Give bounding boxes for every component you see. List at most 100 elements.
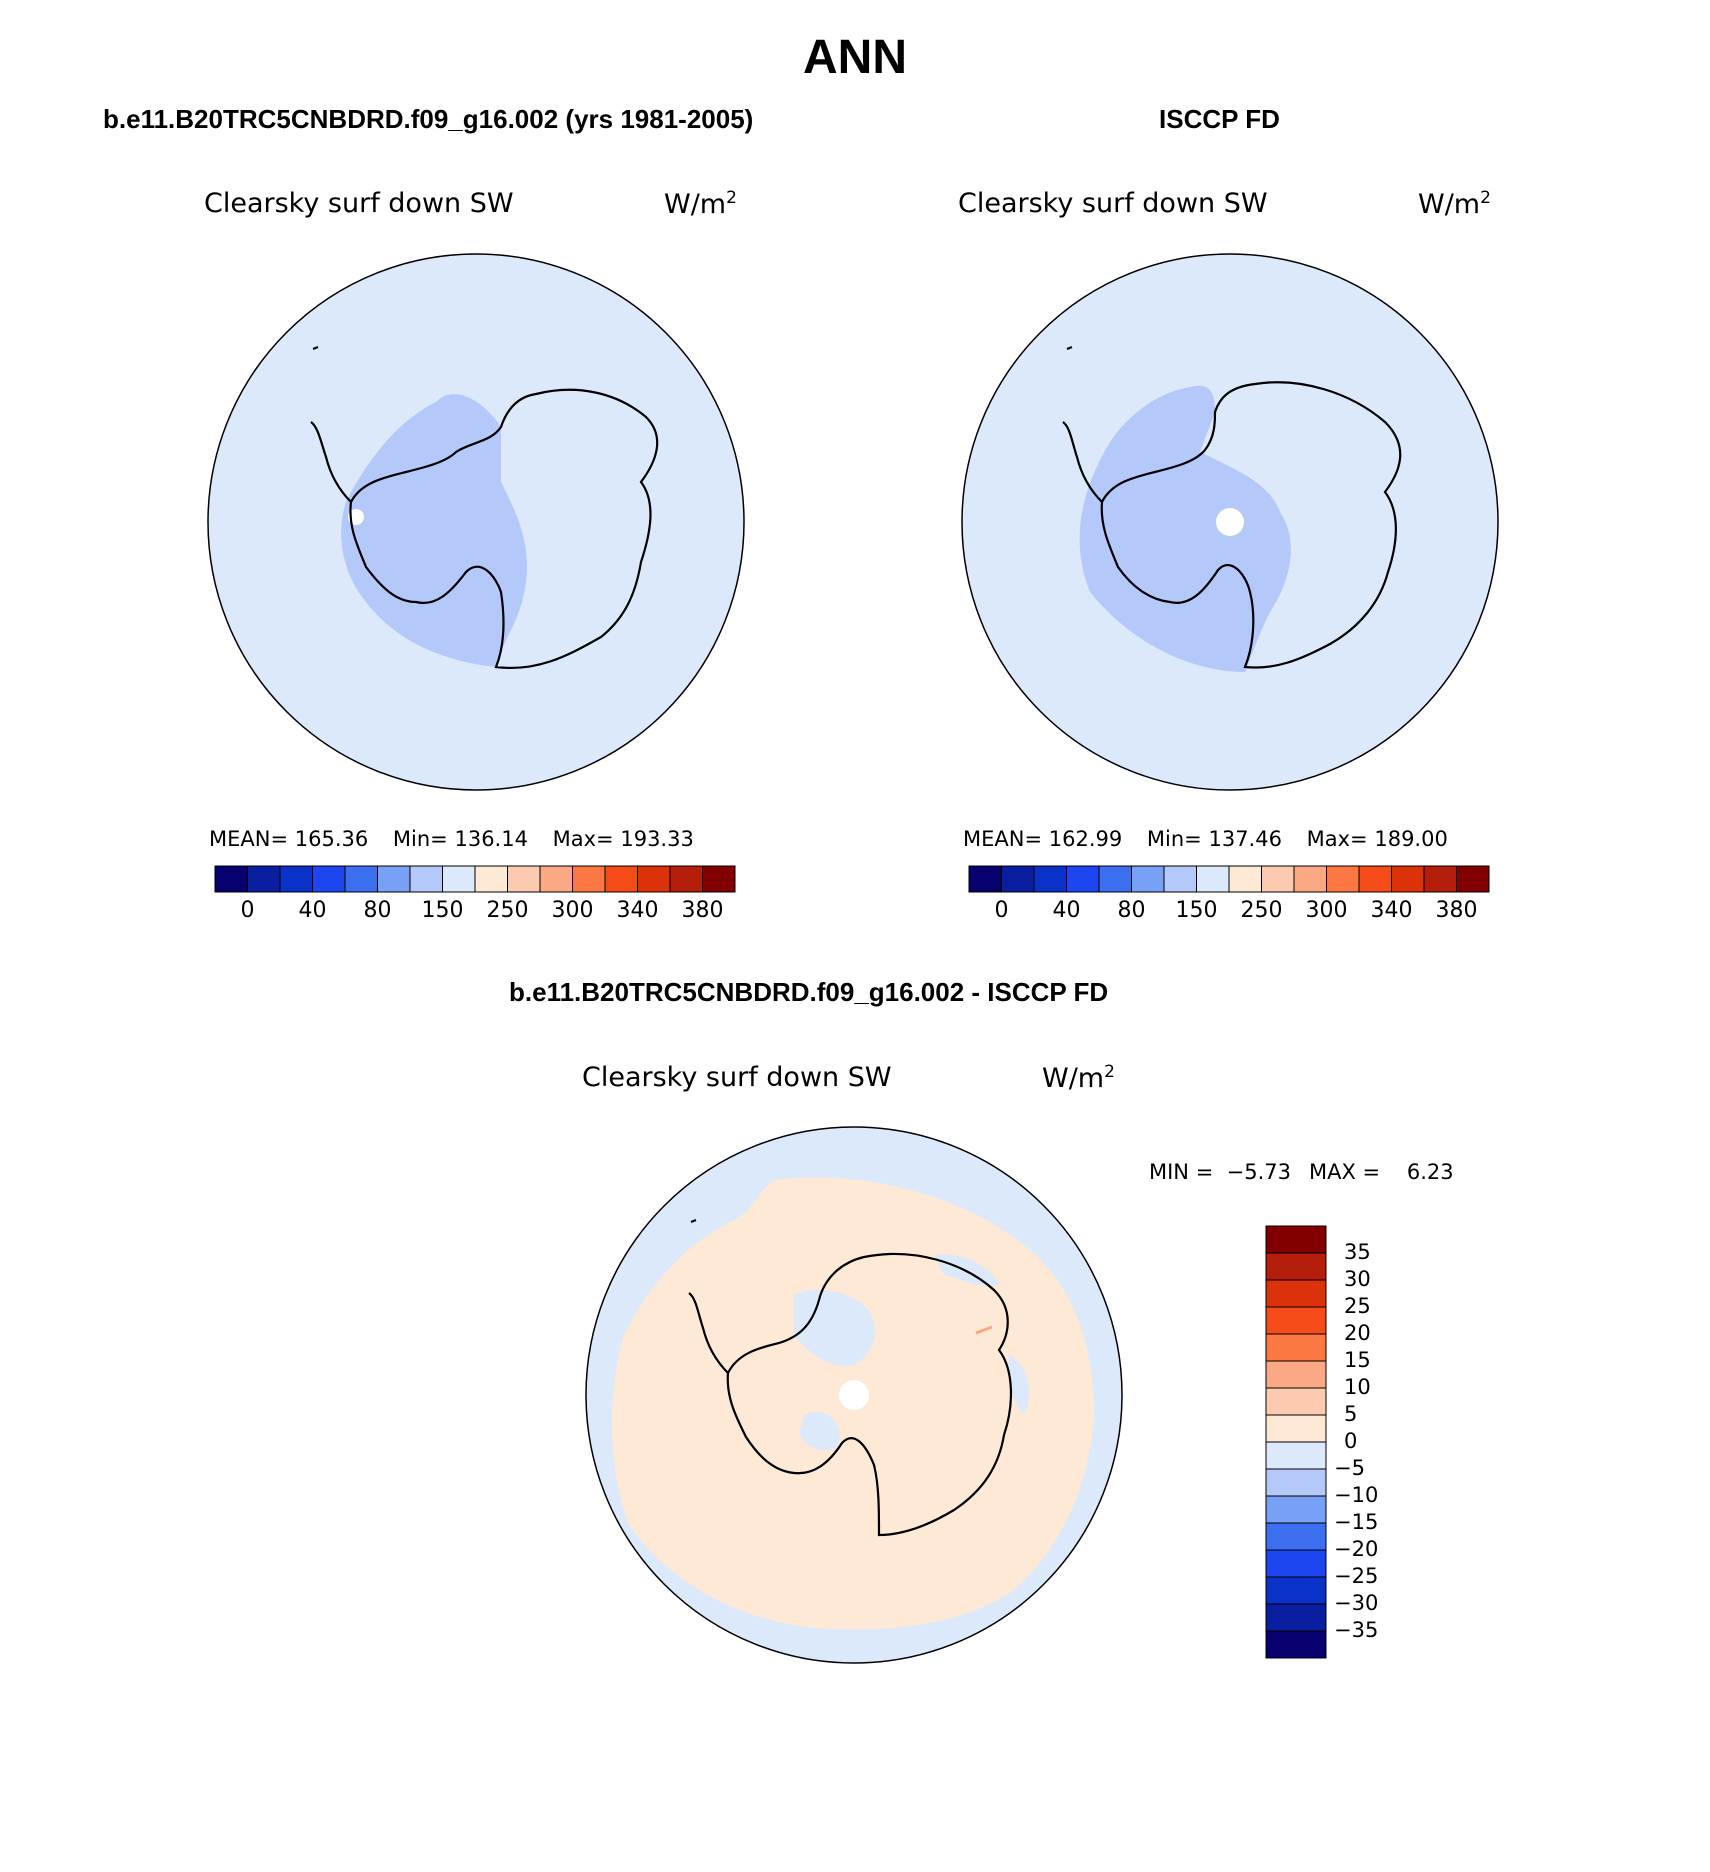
model-units: W/m2 (664, 188, 737, 220)
obs-colorbar (968, 865, 1490, 893)
model-case-title: b.e11.B20TRC5CNBDRD.f09_g16.002 (yrs 198… (103, 104, 754, 134)
diff-colorbar-tick-label: 10 (1344, 1375, 1371, 1399)
model-colorbar-box (474, 865, 508, 893)
obs-coastline (1100, 381, 1402, 669)
model-colorbar-box (409, 865, 443, 893)
diff-colorbar-box (1265, 1225, 1327, 1254)
obs-colorbar-box (968, 865, 1002, 893)
model-map (207, 253, 745, 791)
model-colorbar-tick-label: 40 (298, 898, 327, 923)
model-low-region (341, 394, 527, 667)
model-colorbar-box (214, 865, 248, 893)
obs-colorbar-box (1098, 865, 1132, 893)
diff-negative-patch-3 (799, 1411, 840, 1451)
obs-colorbar-box (1423, 865, 1457, 893)
model-colorbar-box (247, 865, 281, 893)
diff-colorbar-box (1265, 1522, 1327, 1551)
model-colorbar-tick-label: 340 (616, 898, 659, 923)
diff-colorbar-tick-label: −20 (1334, 1537, 1379, 1561)
model-colorbar-box (344, 865, 378, 893)
diff-colorbar-tick-label: −15 (1334, 1510, 1379, 1534)
obs-colorbar-labels: 0 40 80 150 250 300 340 380 (969, 898, 1489, 928)
diff-case-title: b.e11.B20TRC5CNBDRD.f09_g16.002 - ISCCP … (509, 977, 1109, 1007)
model-colorbar-tick-label: 380 (681, 898, 724, 923)
diff-colorbar-box (1265, 1603, 1327, 1632)
obs-plot-title: Clearsky surf down SW (958, 188, 1268, 219)
model-colorbar-box (377, 865, 411, 893)
diff-negative-patch-1 (794, 1289, 875, 1366)
diff-colorbar-box (1265, 1360, 1327, 1389)
diff-colorbar (1265, 1225, 1327, 1659)
diff-negative-patch-4 (1008, 1355, 1029, 1415)
diff-colorbar-tick-label: −25 (1334, 1564, 1379, 1588)
obs-colorbar-box (1261, 865, 1295, 893)
obs-colorbar-tick-label: 340 (1370, 898, 1413, 923)
model-colorbar-tick-label: 80 (363, 898, 392, 923)
obs-island (1066, 345, 1073, 351)
model-stats: MEAN= 165.36 Min= 136.14 Max= 193.33 (209, 827, 694, 851)
diff-colorbar-box (1265, 1414, 1327, 1443)
diff-colorbar-box (1265, 1306, 1327, 1335)
model-colorbar-tick-label: 0 (240, 898, 255, 923)
model-colorbar-box (442, 865, 476, 893)
obs-missing-patch (1216, 508, 1244, 536)
obs-colorbar-box (1293, 865, 1327, 893)
model-colorbar-box (604, 865, 638, 893)
model-colorbar-box (539, 865, 573, 893)
diff-colorbar-tick-label: 30 (1344, 1267, 1371, 1291)
diff-colorbar-box (1265, 1333, 1327, 1362)
obs-colorbar-tick-label: 300 (1305, 898, 1348, 923)
obs-map (961, 253, 1499, 791)
obs-colorbar-tick-label: 380 (1435, 898, 1478, 923)
model-colorbar-box (507, 865, 541, 893)
diff-colorbar-tick-label: −5 (1334, 1456, 1365, 1480)
model-colorbar-tick-label: 250 (486, 898, 529, 923)
obs-colorbar-box (1456, 865, 1490, 893)
obs-units: W/m2 (1418, 188, 1491, 220)
obs-colorbar-box (1358, 865, 1392, 893)
diff-colorbar-box (1265, 1549, 1327, 1578)
obs-colorbar-tick-label: 80 (1117, 898, 1146, 923)
obs-colorbar-box (1391, 865, 1425, 893)
diff-small-positive-mark (975, 1325, 993, 1335)
obs-colorbar-box (1001, 865, 1035, 893)
obs-colorbar-tick-label: 250 (1240, 898, 1283, 923)
diff-colorbar-box (1265, 1279, 1327, 1308)
diff-colorbar-tick-label: −10 (1334, 1483, 1379, 1507)
obs-colorbar-tick-label: 40 (1052, 898, 1081, 923)
diff-colorbar-box (1265, 1576, 1327, 1605)
diff-coastline (726, 1252, 1012, 1537)
diff-colorbar-box (1265, 1252, 1327, 1281)
diff-colorbar-tick-label: 35 (1344, 1240, 1371, 1264)
obs-stats: MEAN= 162.99 Min= 137.46 Max= 189.00 (963, 827, 1448, 851)
diff-plot-title: Clearsky surf down SW (582, 1062, 892, 1093)
diff-missing-patch (839, 1380, 869, 1410)
obs-colorbar-box (1033, 865, 1067, 893)
diff-colorbar-tick-label: 25 (1344, 1294, 1371, 1318)
obs-colorbar-tick-label: 150 (1175, 898, 1218, 923)
model-coastline (349, 388, 659, 669)
obs-colorbar-tick-label: 0 (994, 898, 1009, 923)
model-colorbar-box (312, 865, 346, 893)
diff-colorbar-tick-label: 5 (1344, 1402, 1358, 1426)
obs-colorbar-box (1163, 865, 1197, 893)
model-colorbar-box (669, 865, 703, 893)
model-colorbar-box (279, 865, 313, 893)
diff-map (585, 1126, 1123, 1664)
diff-colorbar-tick-label: 0 (1344, 1429, 1358, 1453)
obs-colorbar-box (1228, 865, 1262, 893)
diff-colorbar-labels: 35 30 25 20 15 10 5 0 −5 −10 −15 −20 −25 −30 −35 (1334, 1226, 1414, 1660)
model-colorbar-box (572, 865, 606, 893)
model-colorbar-labels: 0 40 80 150 250 300 340 380 (215, 898, 735, 928)
diff-colorbar-tick-label: −35 (1334, 1618, 1379, 1642)
model-colorbar-box (637, 865, 671, 893)
model-peninsula (310, 421, 352, 503)
diff-colorbar-tick-label: 20 (1344, 1321, 1371, 1345)
diff-colorbar-tick-label: 15 (1344, 1348, 1371, 1372)
diff-colorbar-box (1265, 1630, 1327, 1659)
diff-stats: MIN = −5.73 MAX = 6.23 (1149, 1160, 1454, 1184)
diff-island (690, 1218, 697, 1224)
model-colorbar (214, 865, 736, 893)
obs-colorbar-box (1131, 865, 1165, 893)
diff-colorbar-box (1265, 1441, 1327, 1470)
